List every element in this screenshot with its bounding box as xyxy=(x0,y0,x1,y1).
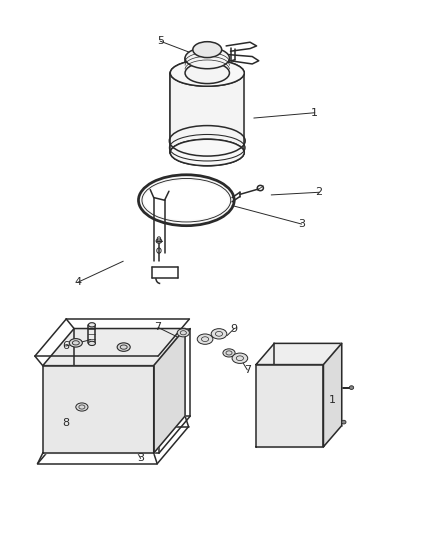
Text: 5: 5 xyxy=(157,36,164,46)
Text: 2: 2 xyxy=(315,187,323,197)
Ellipse shape xyxy=(177,329,189,337)
Ellipse shape xyxy=(185,47,230,69)
Polygon shape xyxy=(256,343,342,365)
Ellipse shape xyxy=(76,403,88,411)
Ellipse shape xyxy=(211,329,227,339)
Ellipse shape xyxy=(185,62,230,84)
Ellipse shape xyxy=(117,343,130,351)
Text: 8: 8 xyxy=(62,418,69,428)
Ellipse shape xyxy=(170,60,244,86)
Ellipse shape xyxy=(170,60,244,86)
Ellipse shape xyxy=(88,322,95,327)
Text: 1: 1 xyxy=(328,395,336,405)
Polygon shape xyxy=(323,343,342,447)
Text: 4: 4 xyxy=(74,277,81,287)
Polygon shape xyxy=(43,328,185,366)
Text: 6: 6 xyxy=(62,341,69,351)
Polygon shape xyxy=(170,73,244,152)
Text: 7: 7 xyxy=(155,322,162,333)
Polygon shape xyxy=(154,328,185,453)
Ellipse shape xyxy=(223,349,235,357)
Ellipse shape xyxy=(69,338,82,347)
Text: 7: 7 xyxy=(244,365,251,375)
Text: 1: 1 xyxy=(311,108,318,118)
Text: 3: 3 xyxy=(298,219,305,229)
Ellipse shape xyxy=(170,139,244,166)
Ellipse shape xyxy=(350,386,353,390)
Ellipse shape xyxy=(88,341,95,345)
Ellipse shape xyxy=(232,353,248,364)
Text: 9: 9 xyxy=(231,324,238,334)
Ellipse shape xyxy=(170,139,244,166)
Polygon shape xyxy=(256,365,323,447)
Ellipse shape xyxy=(342,420,346,424)
Ellipse shape xyxy=(197,334,213,344)
Text: 3: 3 xyxy=(137,454,144,463)
Polygon shape xyxy=(43,366,154,453)
Ellipse shape xyxy=(193,42,222,58)
